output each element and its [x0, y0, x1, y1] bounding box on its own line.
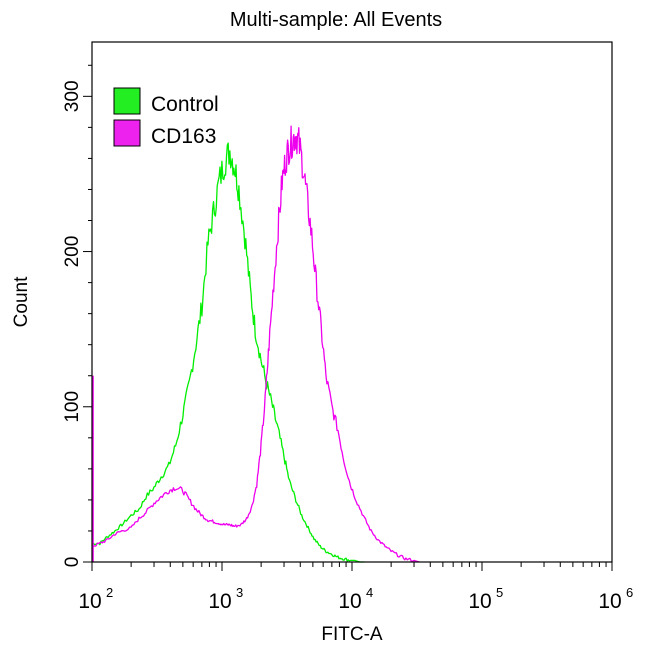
x-tick-label: 10 [468, 590, 491, 613]
legend-label-control: Control [151, 93, 219, 116]
y-axis-label: Count [11, 276, 32, 327]
x-tick-exponent: 3 [236, 585, 243, 600]
x-axis-label: FITC-A [321, 624, 383, 645]
x-tick-exponent: 4 [366, 585, 373, 600]
x-tick-label: 10 [598, 590, 621, 613]
x-axis-ticks: 10 2 10 3 10 4 10 5 10 6 [78, 562, 633, 613]
y-tick-label: 0 [62, 557, 83, 568]
series-line-control [91, 142, 365, 563]
x-tick-label: 10 [338, 590, 361, 613]
y-tick-label: 200 [62, 236, 83, 268]
y-axis-ticks: 0 100 200 300 [62, 64, 92, 568]
plot-frame [91, 41, 613, 563]
legend-swatch-control [113, 87, 141, 115]
x-tick-exponent: 5 [496, 585, 503, 600]
x-tick-label: 10 [208, 590, 231, 613]
histogram-series [91, 125, 420, 563]
legend-label-cd163: CD163 [151, 125, 216, 148]
x-tick-label: 10 [78, 590, 101, 613]
legend: Control CD163 [113, 87, 219, 148]
y-tick-label: 300 [62, 80, 83, 112]
legend-swatch-cd163 [113, 119, 141, 147]
series-line-cd163 [91, 125, 420, 563]
y-tick-label: 100 [62, 391, 83, 423]
chart-title: Multi-sample: All Events [230, 9, 442, 31]
x-tick-exponent: 2 [106, 585, 113, 600]
x-tick-exponent: 6 [626, 585, 633, 600]
